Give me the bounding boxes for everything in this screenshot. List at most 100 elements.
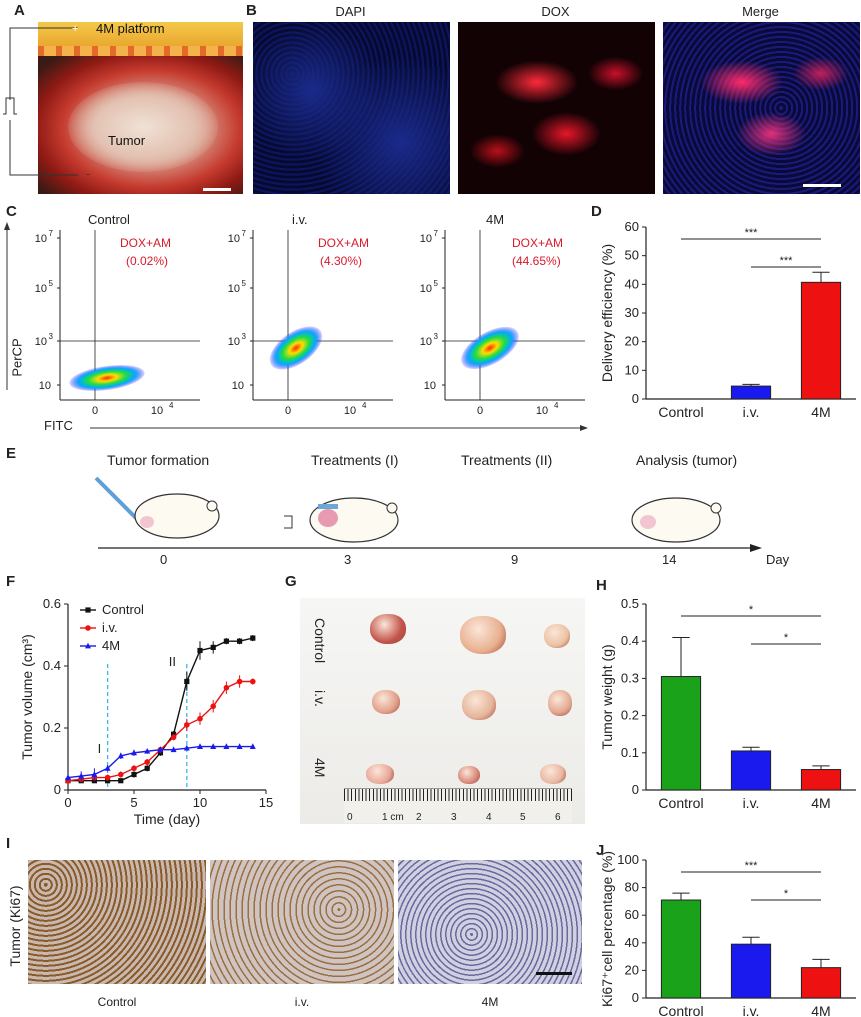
tumor-photo-grid (300, 598, 585, 824)
y-tick-label: 0.5 (621, 596, 639, 611)
ruler-label: 6 (555, 812, 561, 823)
day-axis-label: Day (766, 552, 790, 567)
point (117, 752, 124, 759)
panel-label-d: D (591, 203, 602, 220)
bar-4M (800, 967, 842, 999)
point (144, 759, 150, 765)
ruler-label: 2 (416, 812, 422, 823)
category-label: i.v. (743, 404, 760, 420)
y-axis-label: Delivery efficiency (%) (599, 244, 615, 382)
ruler-label: 5 (520, 812, 526, 823)
dox-image (458, 22, 655, 194)
point (78, 772, 85, 779)
channel-label-merge: Merge (742, 4, 779, 19)
gate-label-4m: DOX+AM (512, 236, 564, 250)
platform-label: 4M platform (96, 21, 165, 36)
flow-title-control: Control (88, 212, 130, 227)
treatment-mark-2: II (169, 654, 176, 669)
y-tick-label: 0.6 (43, 596, 61, 611)
point (184, 678, 190, 685)
legend-label: Control (102, 602, 144, 617)
bar-i.v. (730, 750, 772, 791)
flow-x-tick-label: 10 (344, 405, 356, 417)
flow-y-tick-label: 10 (420, 336, 432, 348)
flow-y-tick-label: 10 (232, 380, 244, 392)
svg-text:−: − (86, 169, 90, 180)
flow-y-tick-exp: 7 (434, 229, 439, 238)
ki67-image-iv (210, 860, 394, 984)
mouse-icon-injection (94, 476, 220, 539)
y-tick-label: 10 (625, 362, 639, 377)
channel-label-dox: DOX (541, 4, 570, 19)
legend-label: 4M (102, 638, 120, 653)
point (223, 638, 229, 644)
category-label: 4M (811, 1003, 830, 1017)
x-tick-label: 0 (64, 795, 71, 810)
flow-y-tick-exp: 3 (49, 332, 54, 341)
point (223, 743, 230, 749)
point (210, 644, 216, 650)
y-axis-label: Ki67⁺cell percentage (%) (599, 851, 615, 1007)
gate-label-control: DOX+AM (120, 236, 172, 250)
flow-y-tick-label: 10 (228, 233, 240, 245)
panel-label-g: G (285, 573, 297, 590)
point (197, 715, 203, 722)
y-tick-label: 60 (625, 219, 639, 234)
point (197, 647, 203, 654)
category-label: i.v. (743, 795, 760, 811)
flow-x-tick-exp: 4 (169, 401, 174, 410)
category-label: 4M (811, 795, 830, 811)
gate-pct-iv: (4.30%) (320, 254, 363, 268)
point (183, 744, 190, 751)
point (131, 771, 137, 778)
point (171, 731, 177, 737)
day-14: 14 (662, 552, 677, 567)
density-cloud (69, 364, 145, 392)
tumor-specimen (370, 614, 406, 644)
point (118, 771, 124, 778)
bar-Control (660, 676, 702, 791)
mouse-icon-treatment (284, 497, 399, 543)
tumor-specimen (462, 690, 496, 720)
point (184, 722, 190, 728)
y-tick-label: 20 (625, 334, 639, 349)
day-0: 0 (160, 552, 168, 567)
y-tick-label: 40 (625, 935, 639, 950)
point (197, 743, 203, 749)
y-tick-label: 0.4 (43, 658, 61, 673)
flow-x-tick-label: 0 (477, 405, 483, 417)
density-cloud (269, 326, 323, 370)
category-label: Control (658, 1003, 703, 1017)
point (170, 746, 177, 753)
point (131, 765, 137, 772)
point (237, 638, 243, 644)
tumor-specimen (366, 764, 394, 784)
flow-x-tick-label: 10 (536, 405, 548, 417)
step-analysis: Analysis (tumor) (636, 452, 738, 468)
flow-y-tick-label: 10 (228, 336, 240, 348)
y-tick-label: 100 (617, 852, 639, 867)
bar-i.v. (730, 943, 772, 999)
panel-label-c: C (6, 203, 17, 220)
category-label: Control (658, 795, 703, 811)
y-tick-label: 0.2 (621, 708, 639, 723)
significance-label: *** (745, 227, 759, 239)
scale-bar (203, 188, 231, 191)
x-tick-label: 15 (259, 795, 273, 810)
y-tick-label: 0 (54, 782, 61, 797)
y-tick-label: 60 (625, 907, 639, 922)
point (210, 743, 217, 749)
legend-marker (85, 607, 91, 613)
ki67-row-label: Tumor (Ki67) (7, 885, 23, 967)
series-line-Control (68, 637, 253, 782)
y-tick-label: 50 (625, 248, 639, 263)
row-label-control: Control (312, 618, 328, 664)
treatment-mark-1: I (98, 741, 102, 756)
series-line-i.v. (67, 680, 253, 782)
x-tick-label: 5 (130, 795, 137, 810)
